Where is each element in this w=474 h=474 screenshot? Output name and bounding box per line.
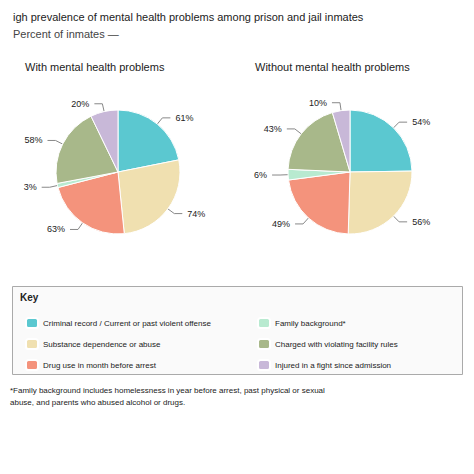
- svg-text:54%: 54%: [412, 117, 430, 127]
- svg-text:Substance dependence or abuse: Substance dependence or abuse: [43, 340, 161, 349]
- svg-text:20%: 20%: [71, 99, 89, 109]
- svg-text:Drug use in month before arres: Drug use in month before arrest: [43, 361, 157, 370]
- svg-text:Charged with violating facilit: Charged with violating facility rules: [275, 340, 398, 349]
- svg-text:Criminal record / Current or p: Criminal record / Current or past violen…: [43, 319, 211, 328]
- svg-text:Without mental health problems: Without mental health problems: [255, 61, 410, 73]
- svg-text:Percent of inmates —: Percent of inmates —: [13, 28, 119, 40]
- svg-text:43%: 43%: [264, 124, 282, 134]
- svg-text:58%: 58%: [24, 135, 42, 145]
- svg-text:Family background*: Family background*: [275, 319, 346, 328]
- svg-text:3%: 3%: [24, 182, 37, 192]
- svg-text:Injured in a fight since admis: Injured in a fight since admission: [275, 361, 391, 370]
- svg-text:63%: 63%: [47, 224, 65, 234]
- svg-text:74%: 74%: [187, 209, 205, 219]
- svg-text:igh prevalence of mental healt: igh prevalence of mental health problems…: [13, 11, 364, 23]
- svg-text:10%: 10%: [309, 98, 327, 108]
- svg-text:56%: 56%: [412, 217, 430, 227]
- svg-text:Key: Key: [20, 292, 39, 303]
- svg-text:With mental health problems: With mental health problems: [25, 61, 165, 73]
- svg-text:49%: 49%: [272, 219, 290, 229]
- svg-text:6%: 6%: [254, 170, 267, 180]
- svg-text:61%: 61%: [175, 113, 193, 123]
- svg-text:abuse, and parents who abused: abuse, and parents who abused alcohol or…: [10, 398, 185, 407]
- svg-text:*Family background includes ho: *Family background includes homelessness…: [10, 386, 325, 395]
